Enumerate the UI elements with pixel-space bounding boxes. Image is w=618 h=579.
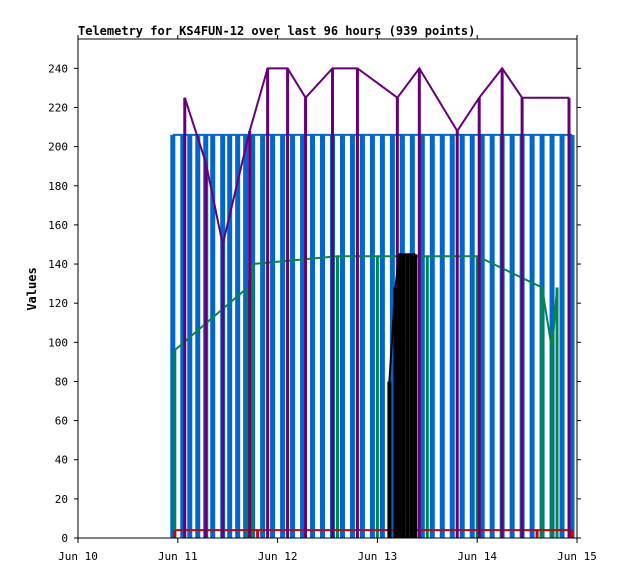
y-tick-label: 200 [48, 141, 68, 154]
chart-title: Telemetry for KS4FUN-12 over last 96 hou… [78, 24, 475, 38]
y-tick-label: 180 [48, 180, 68, 193]
y-tick-label: 140 [48, 258, 68, 271]
y-tick-label: 80 [55, 375, 68, 388]
series-line [388, 253, 416, 382]
plot-frame [77, 38, 578, 539]
x-tick-label: Jun 10 [58, 550, 98, 563]
x-axis: Jun 10 Jun 11 Jun 12 Jun 13 Jun 14 Jun 15 [58, 35, 597, 563]
plot-marks [170, 66, 575, 538]
y-tick-label: 160 [48, 219, 68, 232]
series-0 [170, 133, 575, 538]
x-tick-label: Jun 12 [258, 550, 298, 563]
x-tick-label: Jun 13 [358, 550, 398, 563]
y-tick-label: 0 [61, 532, 68, 545]
y-tick-label: 240 [48, 62, 68, 75]
y-tick-label: 100 [48, 336, 68, 349]
y-tick-label: 120 [48, 297, 68, 310]
x-tick-label: Jun 14 [457, 550, 497, 563]
series-4 [387, 253, 418, 538]
y-tick-label: 20 [55, 493, 68, 506]
series-1 [173, 255, 559, 538]
y-tick-label: 40 [55, 454, 68, 467]
y-axis: 0 20 40 60 80 100 120 140 160 180 200 220 240 [48, 62, 581, 545]
y-tick-label: 60 [55, 415, 68, 428]
series-line [183, 66, 570, 245]
y-tick-label: 220 [48, 101, 68, 114]
y-axis-title: Values [25, 267, 39, 310]
x-tick-label: Jun 15 [557, 550, 597, 563]
x-tick-label: Jun 11 [158, 550, 198, 563]
